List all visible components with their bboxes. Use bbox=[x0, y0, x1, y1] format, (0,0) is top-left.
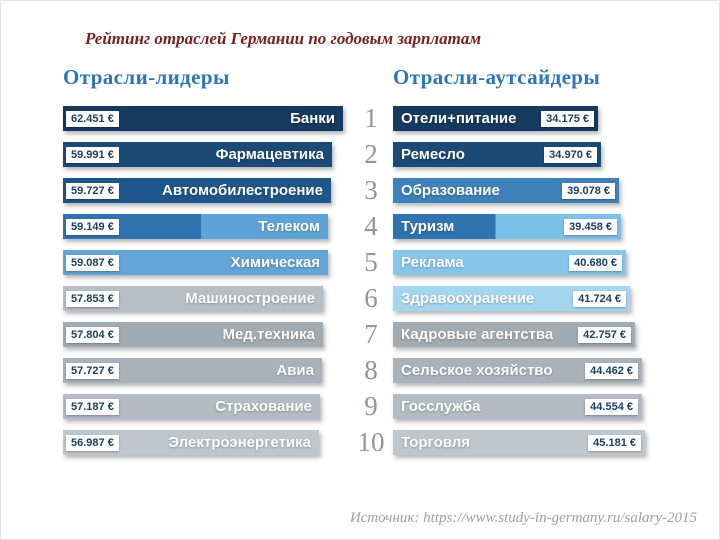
outsider-label: Сельское хозяйство bbox=[401, 362, 553, 379]
leader-label: Мед.техника bbox=[222, 326, 316, 343]
chart-row: 59.149 € Телеком 4 Туризм 39.458 € bbox=[63, 210, 719, 241]
rank-number: 3 bbox=[364, 174, 378, 205]
outsider-bar: Кадровые агентства 42.757 € bbox=[393, 322, 635, 347]
leader-label: Фармацевтика bbox=[215, 146, 324, 163]
outsider-label: Ремесло bbox=[401, 146, 465, 163]
outsider-value: 40.680 € bbox=[569, 254, 622, 271]
source-credit: Источник: https://www.study-in-germany.r… bbox=[349, 510, 697, 526]
outsider-bar: Ремесло 34.970 € bbox=[393, 142, 601, 167]
chart-row: 59.991 € Фармацевтика 2 Ремесло 34.970 € bbox=[63, 138, 719, 169]
leader-label: Страхование bbox=[215, 398, 312, 415]
outsider-bar: Сельское хозяйство 44.462 € bbox=[393, 358, 642, 383]
outsider-label: Реклама bbox=[401, 254, 464, 271]
chart-row: 59.727 € Автомобилестроение 3 Образовани… bbox=[63, 174, 719, 205]
leader-bar: 57.853 € Машиностроение bbox=[63, 286, 323, 311]
chart-row: 56.987 € Электроэнергетика 10 Торговля 4… bbox=[63, 426, 719, 457]
leader-bar: 57.804 € Мед.техника bbox=[63, 322, 323, 347]
leader-value: 57.853 € bbox=[66, 290, 119, 307]
leader-label: Телеком bbox=[258, 218, 320, 235]
chart-row: 57.187 € Страхование 9 Госслужба 44.554 … bbox=[63, 390, 719, 421]
outsider-label: Госслужба bbox=[401, 398, 481, 415]
leader-label: Авиа bbox=[276, 362, 314, 379]
leader-value: 59.087 € bbox=[66, 254, 119, 271]
rank-number: 2 bbox=[364, 138, 378, 169]
outsider-bar: Туризм 39.458 € bbox=[393, 214, 621, 239]
leader-label: Машиностроение bbox=[185, 290, 315, 307]
outsider-value: 44.554 € bbox=[585, 398, 638, 415]
leader-label: Электроэнергетика bbox=[168, 434, 311, 451]
rank-number: 6 bbox=[364, 282, 378, 313]
outsider-value: 34.970 € bbox=[544, 146, 597, 163]
outsiders-header: Отрасли-аутсайдеры bbox=[393, 65, 601, 89]
chart-row: 59.087 € Химическая 5 Реклама 40.680 € bbox=[63, 246, 719, 277]
rank-number: 5 bbox=[364, 246, 378, 277]
rank-number: 1 bbox=[364, 102, 378, 133]
leader-value: 59.991 € bbox=[66, 146, 119, 163]
leader-bar: 59.727 € Автомобилестроение bbox=[63, 178, 331, 203]
outsider-value: 39.078 € bbox=[562, 182, 615, 199]
chart-row: 57.804 € Мед.техника 7 Кадровые агентств… bbox=[63, 318, 719, 349]
outsider-label: Образование bbox=[401, 182, 500, 199]
outsider-value: 45.181 € bbox=[588, 434, 641, 451]
chart-row: 57.727 € Авиа 8 Сельское хозяйство 44.46… bbox=[63, 354, 719, 385]
outsider-value: 42.757 € bbox=[578, 326, 631, 343]
chart-row: 62.451 € Банки 1 Отели+питание 34.175 € bbox=[63, 102, 719, 133]
leader-value: 57.187 € bbox=[66, 398, 119, 415]
leader-bar: 59.087 € Химическая bbox=[63, 250, 328, 275]
outsider-value: 41.724 € bbox=[573, 290, 626, 307]
rank-number: 4 bbox=[364, 210, 378, 241]
rank-number: 8 bbox=[364, 354, 378, 385]
leader-bar: 59.149 € Телеком bbox=[63, 214, 328, 239]
chart-row: 57.853 € Машиностроение 6 Здравоохранени… bbox=[63, 282, 719, 313]
outsider-label: Здравоохранение bbox=[401, 290, 535, 307]
outsider-bar: Отели+питание 34.175 € bbox=[393, 106, 598, 131]
leader-value: 62.451 € bbox=[66, 110, 119, 127]
chart-title: Рейтинг отраслей Германии по годовым зар… bbox=[85, 29, 482, 48]
rows-container: 62.451 € Банки 1 Отели+питание 34.175 € … bbox=[63, 102, 719, 457]
leader-value: 57.727 € bbox=[66, 362, 119, 379]
leader-bar: 56.987 € Электроэнергетика bbox=[63, 430, 319, 455]
outsider-label: Кадровые агентства bbox=[401, 326, 554, 343]
rank-number: 9 bbox=[364, 390, 378, 421]
outsider-value: 34.175 € bbox=[541, 110, 594, 127]
leader-value: 57.804 € bbox=[66, 326, 119, 343]
rank-number: 10 bbox=[357, 426, 385, 457]
column-headers: Отрасли-лидеры Отрасли-аутсайдеры bbox=[63, 65, 719, 90]
leaders-header: Отрасли-лидеры bbox=[63, 65, 230, 89]
leader-value: 59.727 € bbox=[66, 182, 119, 199]
leader-value: 59.149 € bbox=[66, 218, 119, 235]
leader-bar: 57.187 € Страхование bbox=[63, 394, 320, 419]
outsider-bar: Торговля 45.181 € bbox=[393, 430, 645, 455]
outsider-bar: Реклама 40.680 € bbox=[393, 250, 626, 275]
leader-label: Банки bbox=[290, 110, 335, 127]
outsider-label: Отели+питание bbox=[401, 110, 517, 127]
outsider-bar: Образование 39.078 € bbox=[393, 178, 619, 203]
outsider-label: Туризм bbox=[401, 218, 455, 235]
outsider-value: 44.462 € bbox=[585, 362, 638, 379]
leader-bar: 57.727 € Авиа bbox=[63, 358, 322, 383]
leader-label: Автомобилестроение bbox=[162, 182, 323, 199]
leader-bar: 62.451 € Банки bbox=[63, 106, 343, 131]
leader-value: 56.987 € bbox=[66, 434, 119, 451]
rank-number: 7 bbox=[364, 318, 378, 349]
outsider-bar: Здравоохранение 41.724 € bbox=[393, 286, 630, 311]
leader-bar: 59.991 € Фармацевтика bbox=[63, 142, 332, 167]
outsider-value: 39.458 € bbox=[564, 218, 617, 235]
outsider-bar: Госслужба 44.554 € bbox=[393, 394, 642, 419]
outsider-label: Торговля bbox=[401, 434, 471, 451]
leader-label: Химическая bbox=[230, 254, 320, 271]
